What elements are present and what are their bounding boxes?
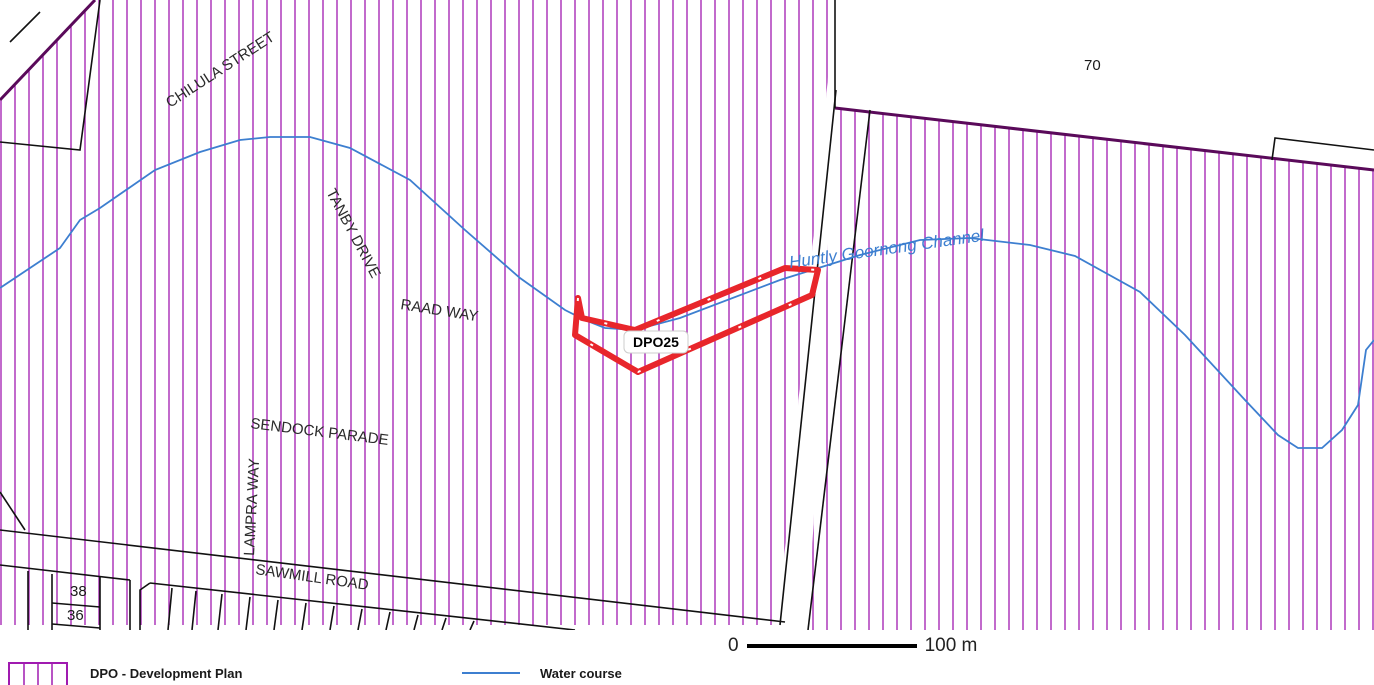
- scale-end-label: 100 m: [924, 635, 978, 656]
- subject-site-boundary[interactable]: [572, 265, 821, 375]
- parcel-boundaries: [0, 0, 1374, 630]
- street-label-lampra: LAMPRA WAY: [241, 458, 263, 556]
- dpo-overlay-east: [808, 108, 1374, 630]
- overlay-boundary-nw: [0, 0, 97, 102]
- lot-label-36: 36: [67, 607, 84, 624]
- scale-bar-line: [746, 644, 917, 648]
- dpo-overlay-west: [0, 0, 835, 625]
- water-course-line: [0, 136, 1374, 449]
- lot-label-70: 70: [1084, 57, 1101, 74]
- dpo25-label-box: [623, 330, 689, 354]
- map-canvas[interactable]: DPO25 CHILULA STREET TANBY DRIVE RAAD WA…: [0, 0, 1374, 630]
- lot-label-38: 38: [70, 583, 87, 600]
- scale-start-label: 0: [728, 635, 739, 656]
- legend-item-dpo: DPO - Development Plan: [8, 662, 242, 685]
- hatched-box-icon: [8, 662, 68, 685]
- legend-label-dpo: DPO - Development Plan: [90, 666, 243, 681]
- blue-line-icon: [462, 672, 520, 674]
- overlay-boundary-north: [834, 106, 1374, 172]
- dpo25-label: DPO25: [633, 334, 679, 350]
- legend: DPO - Development Plan Water course: [0, 662, 1374, 685]
- scale-bar: 0 100 m: [728, 634, 977, 658]
- legend-label-water: Water course: [540, 666, 622, 681]
- legend-item-water: Water course: [462, 662, 622, 685]
